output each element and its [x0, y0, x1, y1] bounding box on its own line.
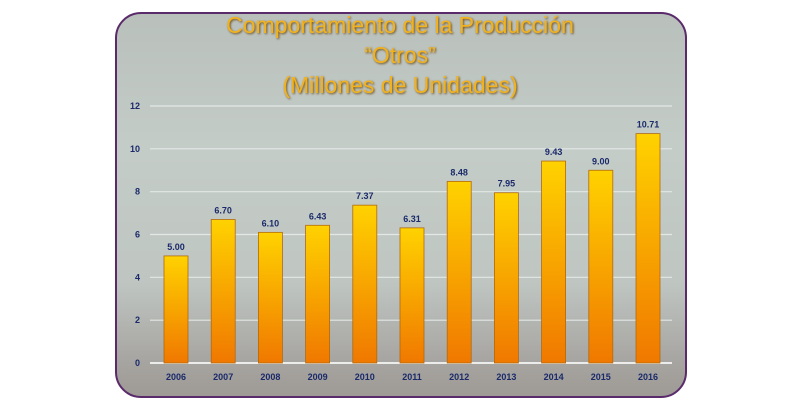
- bar: [399, 227, 425, 364]
- chart-title-line-3: (Millones de Unidades): [282, 72, 518, 98]
- x-tick-label: 2014: [544, 372, 564, 382]
- x-tick-label: 2009: [308, 372, 328, 382]
- chart-title-line-1: Comportamiento de la Producción: [226, 12, 574, 38]
- data-label: 9.00: [592, 156, 610, 166]
- data-label: 7.37: [356, 191, 374, 201]
- chart-title-line-2: “Otros”: [364, 42, 436, 68]
- y-tick-label: 0: [135, 358, 140, 368]
- y-tick-label: 12: [130, 101, 140, 111]
- bar: [493, 192, 519, 364]
- data-label: 8.48: [450, 167, 468, 177]
- bar: [352, 204, 378, 364]
- bar: [257, 231, 283, 364]
- data-label: 6.10: [262, 218, 280, 228]
- data-label: 6.70: [214, 206, 232, 216]
- x-tick-label: 2011: [402, 372, 422, 382]
- x-tick-label: 2010: [355, 372, 375, 382]
- bar: [210, 219, 236, 364]
- data-label: 6.43: [309, 211, 327, 221]
- bar: [163, 255, 189, 364]
- x-tick-label: 2016: [638, 372, 658, 382]
- bar: [635, 133, 661, 364]
- y-tick-label: 6: [135, 230, 140, 240]
- y-tick-label: 10: [130, 144, 140, 154]
- bar: [541, 160, 566, 364]
- bar: [446, 180, 472, 364]
- y-tick-label: 4: [135, 272, 140, 282]
- y-tick-label: 8: [135, 187, 140, 197]
- x-tick-label: 2008: [260, 372, 280, 382]
- data-label: 9.43: [545, 147, 563, 157]
- x-tick-label: 2006: [166, 372, 186, 382]
- data-label: 7.95: [498, 179, 516, 189]
- bar: [588, 169, 614, 364]
- x-tick-label: 2013: [496, 372, 516, 382]
- bar: [305, 224, 331, 364]
- data-label: 5.00: [167, 242, 185, 252]
- data-label: 10.71: [637, 120, 660, 130]
- data-label: 6.31: [403, 214, 421, 224]
- x-tick-label: 2015: [591, 372, 611, 382]
- x-tick-label: 2012: [449, 372, 469, 382]
- y-tick-label: 2: [135, 315, 140, 325]
- x-tick-label: 2007: [213, 372, 233, 382]
